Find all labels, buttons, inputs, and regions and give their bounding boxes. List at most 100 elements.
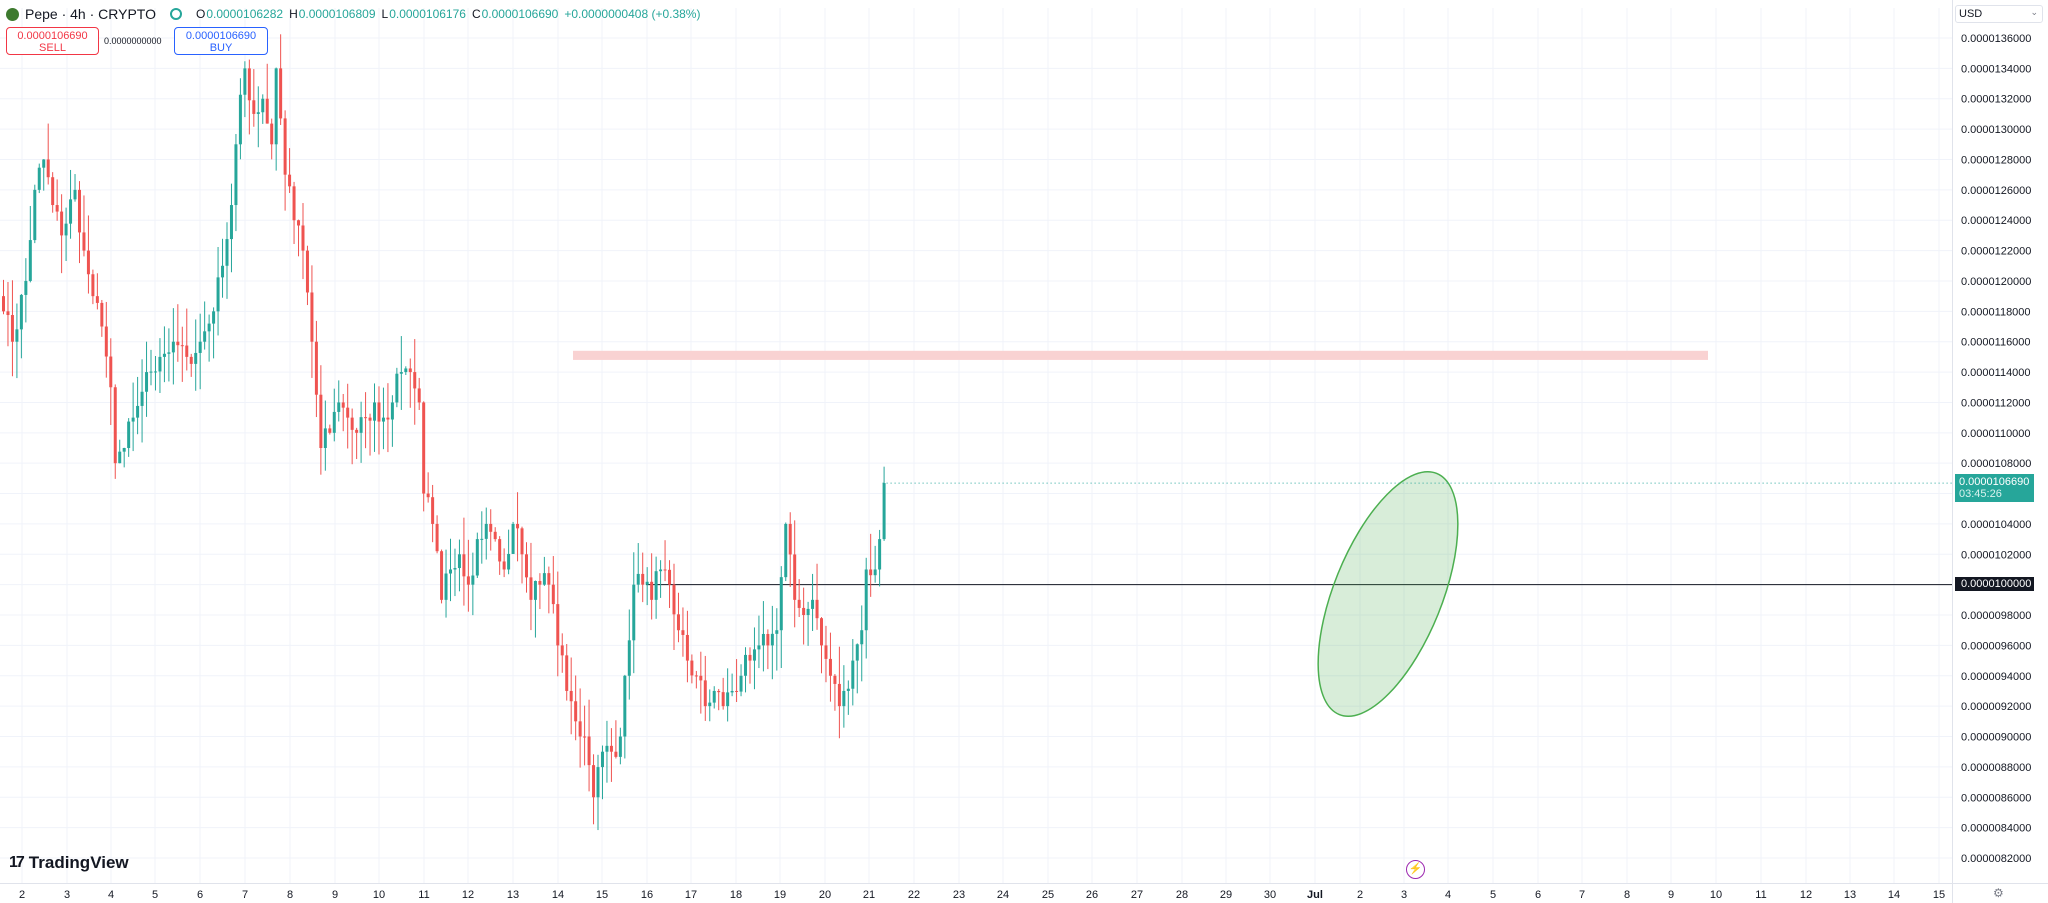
y-tick-label: 0.0000112000: [1961, 397, 2031, 409]
candle-body: [33, 189, 37, 241]
candle-body: [408, 368, 412, 373]
buy-price: 0.0000106690: [185, 30, 257, 42]
candle-body: [775, 630, 779, 634]
candle-body: [793, 554, 797, 600]
candle-body: [659, 569, 663, 572]
x-tick-label: 28: [1176, 889, 1188, 901]
candle-body: [520, 528, 524, 555]
y-tick-label: 0.0000104000: [1961, 519, 2031, 531]
candle-body: [51, 177, 55, 206]
candle-body: [587, 736, 591, 766]
candle-body: [797, 599, 801, 608]
y-tick-label: 0.0000120000: [1961, 276, 2031, 288]
candle-body: [194, 352, 198, 364]
candle-body: [542, 573, 546, 585]
candle-body: [614, 751, 618, 757]
candle-body: [359, 417, 363, 433]
settings-gear-icon[interactable]: ⚙: [1993, 886, 2004, 900]
candle-body: [641, 573, 645, 585]
candle-body: [55, 205, 59, 212]
candle-body: [426, 493, 430, 498]
candle-body: [149, 371, 153, 373]
y-tick-label: 0.0000128000: [1961, 154, 2031, 166]
x-tick-label: 11: [1755, 889, 1766, 901]
candle-body: [788, 523, 792, 555]
x-tick-label: 8: [1624, 889, 1630, 901]
x-tick-label: 27: [1131, 889, 1143, 901]
y-tick-label: 0.0000108000: [1961, 458, 2031, 470]
candle-body: [618, 736, 622, 757]
candle-body: [489, 523, 493, 532]
candle-body: [229, 205, 233, 240]
candle-body: [882, 483, 886, 540]
candle-body: [717, 690, 721, 693]
candle-body: [314, 341, 318, 395]
candle-body: [663, 569, 667, 571]
candle-body: [158, 356, 162, 372]
x-tick-label: 20: [819, 889, 831, 901]
candle-body: [417, 388, 421, 403]
candle-body: [162, 353, 166, 357]
candle-body: [596, 767, 600, 798]
candle-body: [864, 569, 868, 631]
candle-body: [212, 311, 216, 324]
candle-body: [69, 199, 73, 224]
candle-body: [77, 189, 81, 233]
candle-body: [699, 675, 703, 681]
candle-body: [802, 607, 806, 616]
currency-value: USD: [1959, 8, 1983, 20]
candle-body: [833, 675, 837, 684]
candle-body: [82, 232, 86, 251]
candle-body: [355, 429, 359, 433]
y-tick-label: 0.0000132000: [1961, 94, 2031, 106]
candle-body: [462, 554, 466, 577]
candle-body: [221, 265, 225, 278]
x-tick-label: Jul: [1307, 889, 1323, 901]
candle-body: [592, 765, 596, 798]
eye-icon[interactable]: [169, 8, 182, 20]
candle-body: [64, 223, 68, 236]
candle-body: [538, 580, 542, 585]
candle-body: [180, 345, 184, 347]
candle-body: [484, 523, 488, 539]
lightning-icon[interactable]: ⚡: [1406, 860, 1425, 879]
price-change: +0.0000000408 (+0.38%): [564, 7, 701, 21]
sell-label: SELL: [39, 42, 66, 54]
x-tick-label: 26: [1086, 889, 1098, 901]
y-tick-label: 0.0000118000: [1961, 306, 2031, 318]
buy-button[interactable]: 0.0000106690 BUY: [174, 27, 268, 55]
sell-button[interactable]: 0.0000106690 SELL: [6, 27, 99, 55]
x-tick-label: 5: [1490, 889, 1496, 901]
candle-body: [676, 614, 680, 631]
last-price-label: 0.0000106690 03:45:26: [1955, 474, 2034, 502]
sell-price: 0.0000106690: [17, 30, 88, 42]
candle-body: [185, 345, 189, 357]
candle-body: [288, 174, 292, 187]
y-tick-label: 0.0000102000: [1961, 549, 2031, 561]
candle-body: [207, 323, 211, 332]
candle-body: [310, 292, 314, 342]
ohlc-close: C0.0000106690: [471, 7, 559, 21]
candle-body: [46, 159, 50, 178]
y-tick-label: 0.0000090000: [1961, 732, 2031, 744]
candle-body: [511, 523, 515, 554]
candle-body: [820, 618, 824, 646]
symbol-title[interactable]: Pepe · 4h · CRYPTO: [25, 6, 156, 22]
tradingview-logo[interactable]: 17 TradingView: [9, 853, 129, 873]
x-tick-label: 8: [287, 889, 293, 901]
candle-body: [609, 745, 613, 752]
x-tick-label: 13: [1844, 889, 1856, 901]
candle-body: [565, 655, 569, 691]
candle-body: [104, 326, 108, 357]
x-tick-label: 15: [596, 889, 608, 901]
candle-body: [337, 402, 341, 412]
brand-name: TradingView: [28, 853, 129, 872]
candle-body: [131, 417, 135, 422]
currency-select[interactable]: USD ⌄: [1955, 5, 2043, 23]
x-tick-label: 7: [1579, 889, 1585, 901]
candle-body: [95, 296, 99, 303]
candle-body: [86, 250, 90, 275]
candle-body: [189, 356, 193, 364]
candle-body: [444, 573, 448, 600]
